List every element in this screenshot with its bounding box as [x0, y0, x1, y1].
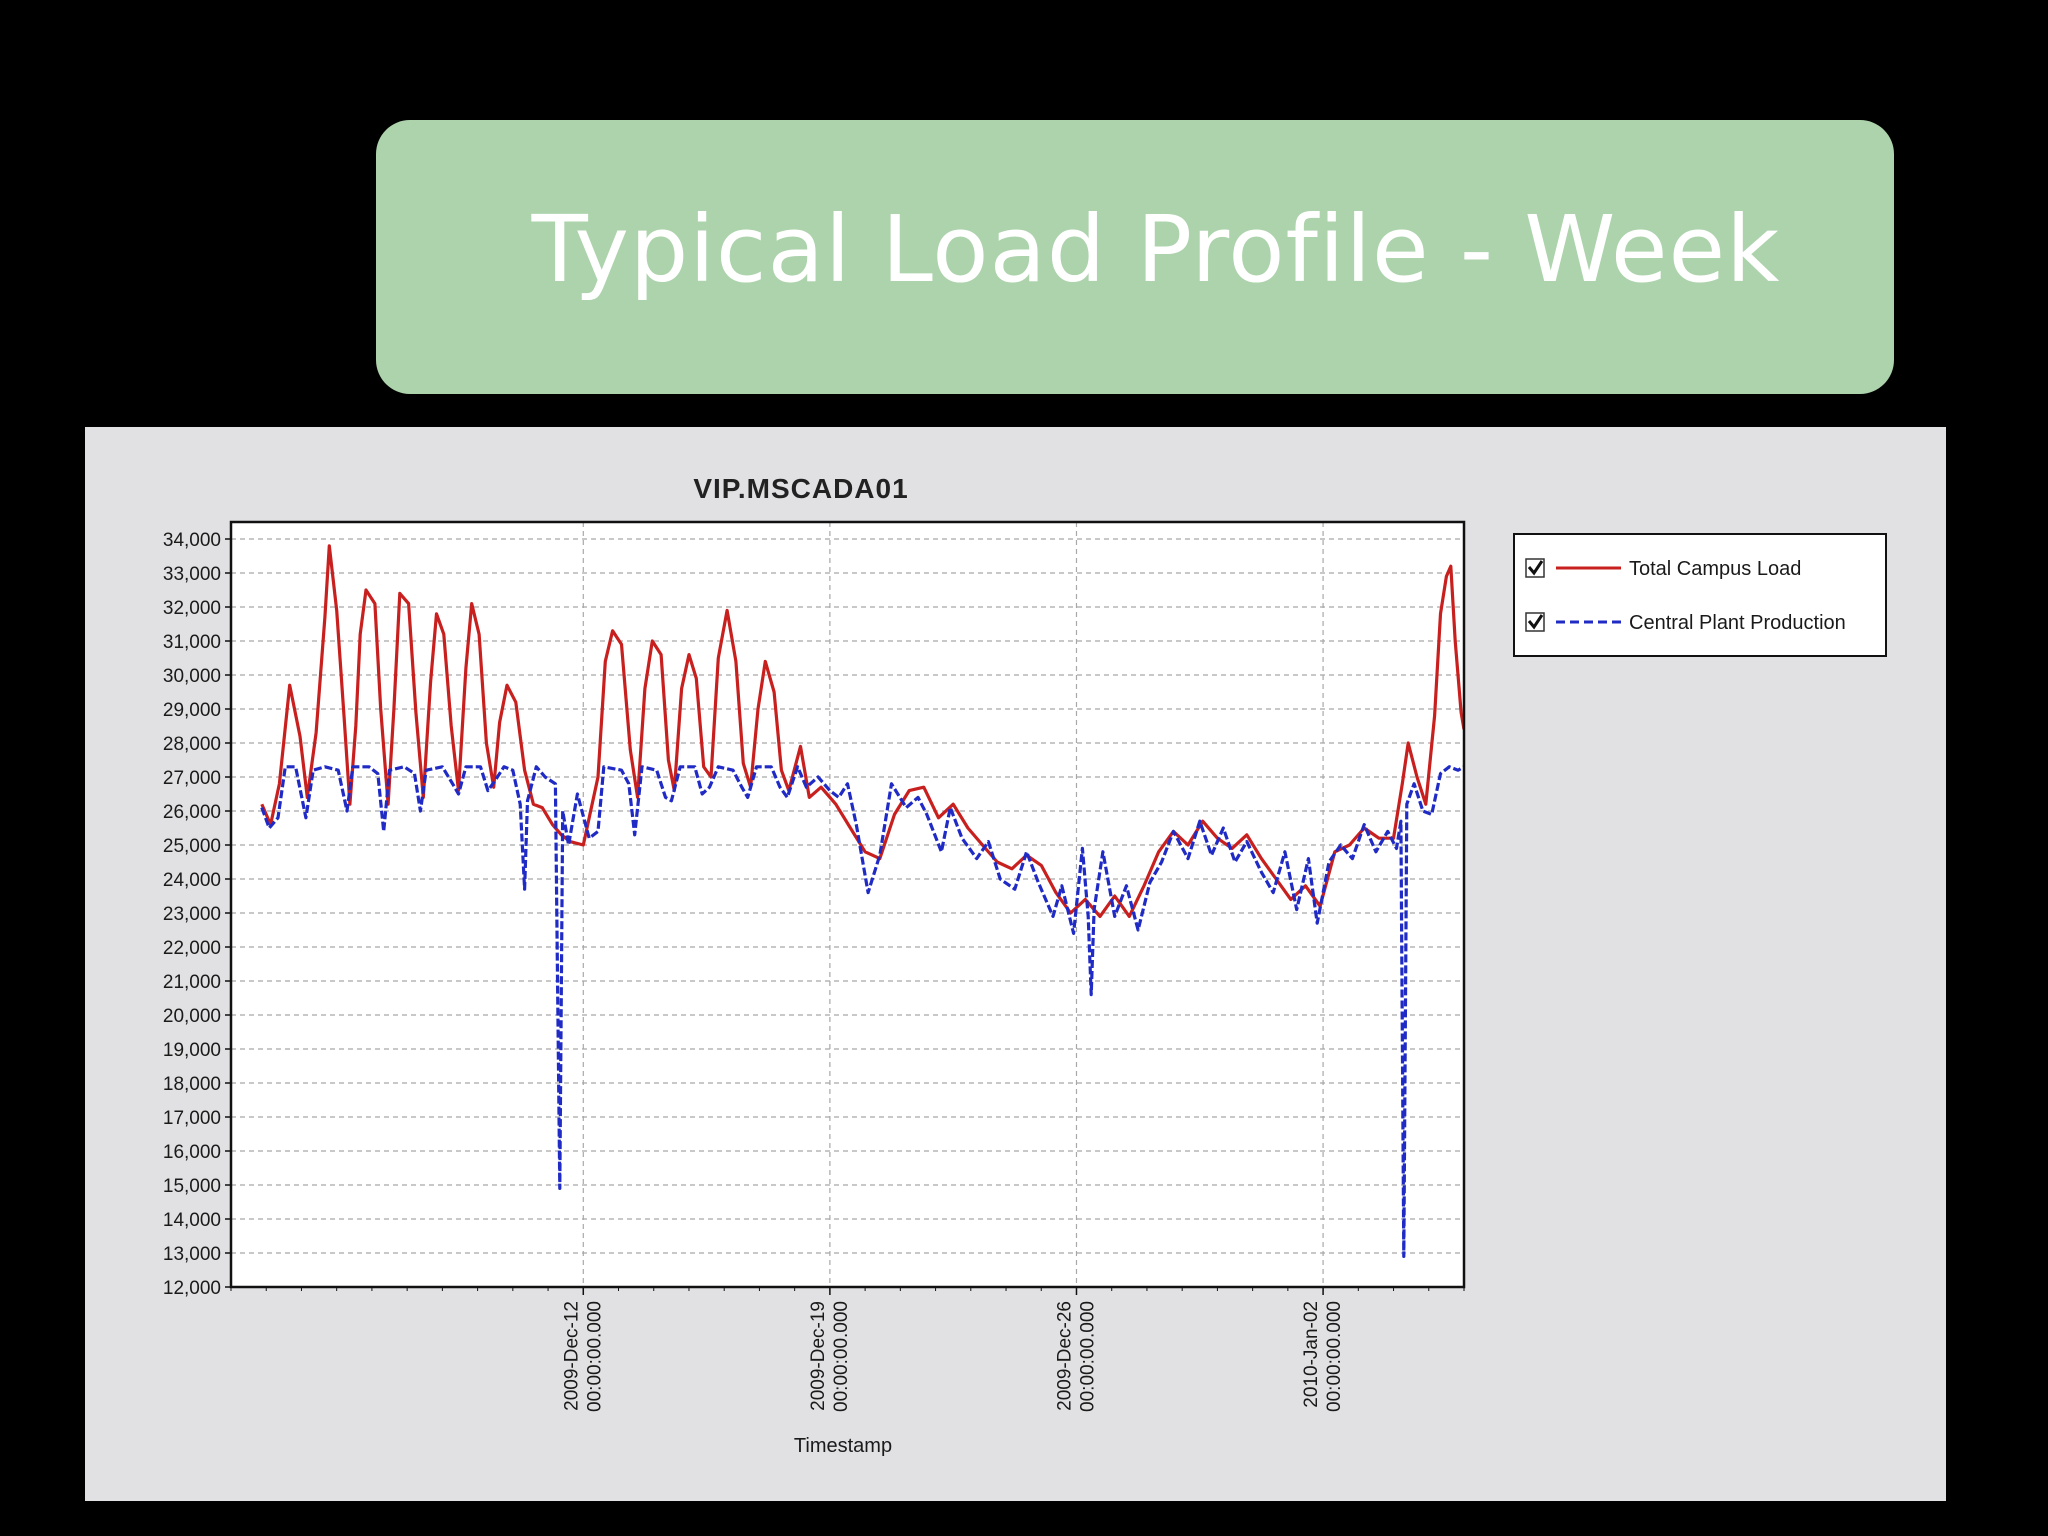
- y-tick-label: 12,000: [163, 1278, 221, 1299]
- legend: Total Campus Load Central Plant Producti…: [1513, 533, 1887, 657]
- y-tick-label: 17,000: [163, 1108, 221, 1129]
- y-tick-label: 14,000: [163, 1210, 221, 1231]
- y-tick-label: 22,000: [163, 938, 221, 959]
- x-tick-label-time: 00:00:00.000: [584, 1301, 605, 1412]
- x-tick-label-time: 00:00:00.000: [1324, 1301, 1345, 1412]
- x-axis-ticks: 2009-Dec-12 00:00:00.000 2009-Dec-19 00:00:…: [230, 1287, 1465, 1412]
- y-tick-label: 25,000: [163, 836, 221, 857]
- y-tick-label: 32,000: [163, 598, 221, 619]
- y-tick-label: 30,000: [163, 666, 221, 687]
- chart-panel: VIP.MSCADA01 12,000 13,000 14,000 15,000 16,…: [85, 427, 1946, 1501]
- x-tick-label: 2009-Dec-19 00:00:00.000: [808, 1301, 852, 1412]
- x-tick-label-date: 2010-Jan-02: [1301, 1301, 1322, 1408]
- x-axis-title: Timestamp: [794, 1435, 892, 1457]
- series-line-central-plant-production: [260, 765, 1464, 1258]
- slide-title-box: Typical Load Profile - Week: [376, 120, 1894, 394]
- slide-title: Typical Load Profile - Week: [531, 195, 1781, 303]
- y-tick-label: 20,000: [163, 1006, 221, 1027]
- y-tick-label: 23,000: [163, 904, 221, 925]
- legend-box: [1513, 533, 1887, 657]
- y-tick-label: 29,000: [163, 700, 221, 721]
- legend-label-total-campus-load: Total Campus Load: [1629, 558, 1801, 580]
- grid-layer: [231, 522, 1464, 1288]
- x-tick-label-date: 2009-Dec-19: [808, 1301, 829, 1411]
- x-tick-label-date: 2009-Dec-26: [1054, 1301, 1075, 1411]
- x-tick-label-date: 2009-Dec-12: [561, 1301, 582, 1411]
- x-tick-label: 2010-Jan-02 00:00:00.000: [1301, 1301, 1345, 1412]
- legend-item-total-campus-load[interactable]: Total Campus Load: [1525, 558, 1801, 580]
- series-layer: [260, 544, 1464, 1258]
- series-line-total-campus-load: [260, 544, 1464, 918]
- y-tick-label: 19,000: [163, 1040, 221, 1061]
- plot-area-frame: [229, 520, 1466, 1289]
- y-tick-label: 27,000: [163, 768, 221, 789]
- y-tick-label: 15,000: [163, 1176, 221, 1197]
- x-tick-label: 2009-Dec-26 00:00:00.000: [1054, 1301, 1098, 1412]
- checkmark-icon: [1527, 560, 1544, 576]
- y-tick-label: 28,000: [163, 734, 221, 755]
- y-tick-label: 33,000: [163, 564, 221, 585]
- load-profile-chart: VIP.MSCADA01 12,000 13,000 14,000 15,000 16,…: [163, 473, 1887, 1457]
- legend-label-central-plant-production: Central Plant Production: [1629, 612, 1846, 634]
- checkmark-icon: [1527, 614, 1544, 630]
- y-tick-label: 24,000: [163, 870, 221, 891]
- y-tick-label: 26,000: [163, 802, 221, 823]
- y-tick-label: 31,000: [163, 632, 221, 653]
- chart-title: VIP.MSCADA01: [693, 473, 908, 504]
- plot-background: [231, 522, 1464, 1287]
- legend-item-central-plant-production[interactable]: Central Plant Production: [1525, 612, 1846, 634]
- y-tick-label: 21,000: [163, 972, 221, 993]
- y-tick-label: 13,000: [163, 1244, 221, 1265]
- y-axis-ticks: 12,000 13,000 14,000 15,000 16,000 17,000 18,0…: [163, 530, 231, 1299]
- y-tick-label: 16,000: [163, 1142, 221, 1163]
- x-tick-label-time: 00:00:00.000: [831, 1301, 852, 1412]
- y-tick-label: 18,000: [163, 1074, 221, 1095]
- x-tick-label: 2009-Dec-12 00:00:00.000: [561, 1301, 605, 1412]
- y-tick-label: 34,000: [163, 530, 221, 551]
- x-tick-label-time: 00:00:00.000: [1077, 1301, 1098, 1412]
